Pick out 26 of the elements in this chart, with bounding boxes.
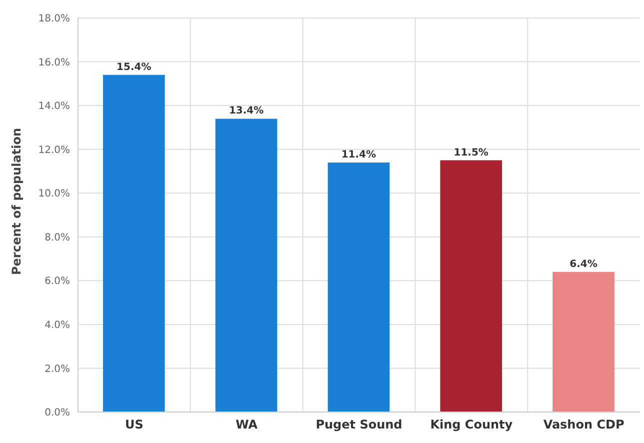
- x-tick-label: WA: [236, 418, 258, 432]
- data-label: 11.4%: [341, 149, 376, 160]
- y-tick-label: 4.0%: [44, 320, 70, 331]
- x-tick-label: US: [125, 418, 144, 432]
- y-tick-label: 0.0%: [44, 408, 70, 419]
- y-tick-label: 10.0%: [38, 188, 70, 200]
- data-label: 6.4%: [570, 258, 598, 270]
- y-tick-label: 6.0%: [44, 276, 70, 288]
- data-label: 13.4%: [228, 106, 264, 117]
- y-tick-label: 2.0%: [44, 364, 70, 375]
- x-tick-label: King County: [430, 418, 513, 432]
- x-tick-label: Vashon CDP: [543, 418, 624, 432]
- y-axis-title: Percent of population: [9, 128, 24, 275]
- bar: [328, 162, 390, 412]
- data-label: 11.5%: [454, 147, 488, 158]
- data-label: 15.4%: [116, 62, 152, 73]
- y-tick-label: 18.0%: [38, 14, 70, 25]
- y-tick-label: 14.0%: [38, 101, 70, 112]
- x-tick-label: Puget Sound: [316, 418, 402, 432]
- bar: [440, 160, 502, 412]
- bar: [103, 74, 165, 412]
- y-tick-label: 12.0%: [38, 144, 70, 156]
- bar: [552, 272, 614, 412]
- bar: [215, 118, 278, 412]
- y-tick-label: 16.0%: [38, 57, 70, 68]
- y-tick-label: 8.0%: [44, 232, 70, 244]
